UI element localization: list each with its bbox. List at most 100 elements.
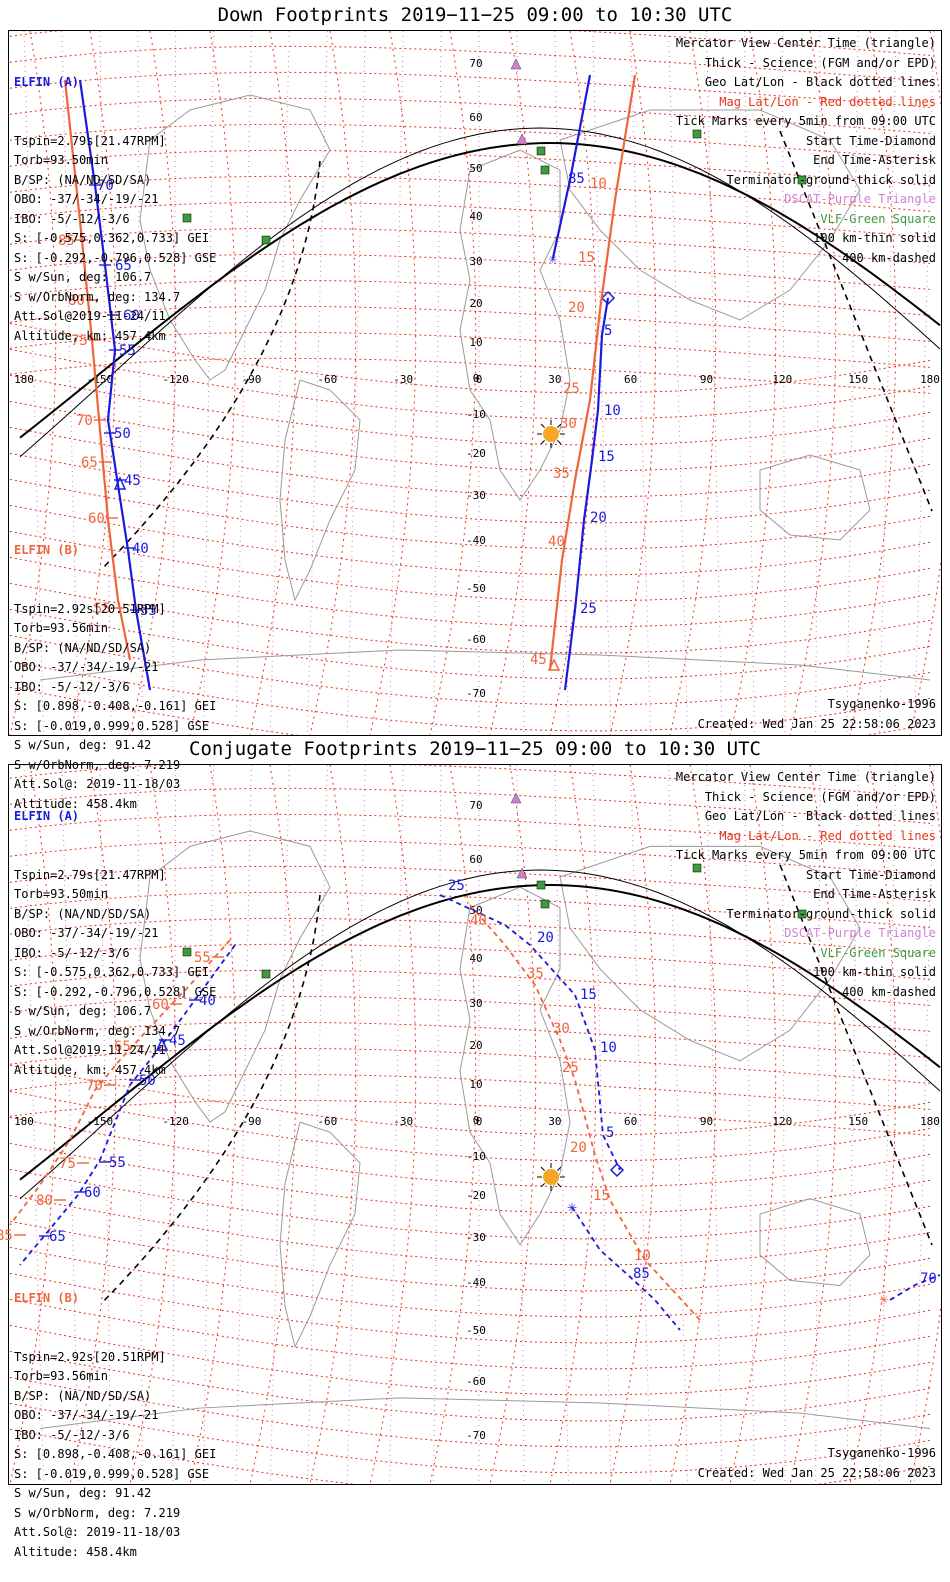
sun-ray <box>540 1183 545 1188</box>
longitude-tick-label: 180 <box>920 1115 940 1128</box>
latitude-tick-label: -70 <box>466 687 486 700</box>
mag-meridian <box>609 31 657 735</box>
sun-ray <box>540 423 545 428</box>
mag-meridian <box>309 765 357 1484</box>
latitude-tick-label: -50 <box>466 582 486 595</box>
mag-latitude-line <box>9 839 931 876</box>
dscat-triangle <box>516 867 528 879</box>
track-time-label: 15 <box>598 449 615 465</box>
track-time-label: 35 <box>527 966 544 982</box>
vlf-station-square <box>692 129 702 139</box>
mag-latitude-line <box>9 1428 931 1484</box>
mag-latitude-line <box>9 227 931 264</box>
mag-latitude-line <box>9 322 931 394</box>
vlf-station-square <box>540 165 550 175</box>
track-time-label: 40 <box>132 541 149 557</box>
track-time-label: 10 <box>604 403 621 419</box>
mag-latitude-line <box>9 253 931 290</box>
coastline <box>279 1121 361 1349</box>
mag-latitude-line <box>9 943 931 980</box>
info-line: Altitude: 458.4km <box>14 1544 137 1559</box>
info-line: Att.Sol@2019-11-24/11 <box>14 309 166 323</box>
info-line: IBO: -5/-12/-3/6 <box>14 945 130 960</box>
latitude-tick-label: 10 <box>469 336 482 349</box>
mag-latitude-line <box>9 917 931 954</box>
mag-meridian <box>549 765 597 1484</box>
info-line: OBO: -37/-34/-19/-21 <box>14 1408 159 1422</box>
mag-latitude-line <box>9 1324 931 1396</box>
track-time-label: 80 <box>68 293 85 309</box>
coastline <box>559 109 861 321</box>
longitude-tick-label: -120 <box>162 1115 189 1128</box>
panel-title-down: Down Footprints 2019−11−25 09:00 to 10:3… <box>217 4 733 26</box>
sun-icon <box>543 1169 559 1185</box>
model-label-conjugate: Tsyganenko-1996 <box>827 1446 936 1460</box>
mag-meridian <box>789 31 837 735</box>
map-content: 180 -150 -120 -90 -60 -30 0 30 60 90 120 150 180 70 60… <box>9 765 941 1484</box>
longitude-tick-label: -150 <box>87 373 114 386</box>
elfin-b-info-conjugate: ELFIN (B) Tspin=2.92s[20.51RPM] Torb=93.5… <box>14 1250 216 1582</box>
mag-latitude-line <box>9 1298 931 1370</box>
track-time-label: 85 <box>568 171 585 187</box>
mag-meridian <box>429 31 477 735</box>
info-line: IBO: -5/-12/-3/6 <box>14 679 130 694</box>
mag-meridian <box>129 31 177 735</box>
legend-item: Tick Marks every 5min from 09:00 UTC <box>675 114 936 128</box>
longitude-tick-label: 180 <box>14 373 34 386</box>
track-time-label: 10 <box>600 1040 617 1056</box>
latitude-tick-label: 40 <box>469 952 482 965</box>
track-time-label: 60 <box>84 1185 101 1201</box>
geo-meridian <box>433 765 442 1484</box>
mag-latitude-line <box>9 686 931 735</box>
dscat-triangle <box>516 133 528 145</box>
longitude-tick-label: 180 <box>14 1115 34 1128</box>
info-line: Altitude, km: 457.4km <box>14 328 166 343</box>
mag-latitude-line <box>9 357 931 394</box>
terminator-400km <box>779 864 933 1246</box>
elfin-a-info-conjugate: ELFIN (A) Tspin=2.79s[21.47RPM] Torb=93.5… <box>14 768 216 1100</box>
info-line: B/SP: (NA/ND/SD/SA) <box>14 906 152 921</box>
coastline <box>39 649 931 681</box>
info-line: S w/Sun, deg: 91.42 <box>14 738 152 752</box>
mag-latitude-line <box>9 149 931 186</box>
legend-item: Terminator-ground-thick solid <box>726 906 936 921</box>
info-line: Att.Sol@2019-11-24/11 <box>14 1043 166 1057</box>
mag-meridian <box>849 31 897 735</box>
elfin-a-down-track-west <box>78 79 152 691</box>
terminator-100km <box>19 127 941 458</box>
longitude-tick-label: 90 <box>700 1115 713 1128</box>
end-time-asterisk: ✳ <box>549 251 558 267</box>
track-time-label: 15 <box>578 250 595 266</box>
map-panel-conjugate: 180 -150 -120 -90 -60 -30 0 30 60 90 120 150 180 70 60… <box>9 765 941 1484</box>
map-content: 180 -150 -120 -90 -60 -30 0 30 60 90 120 150 180 70 60… <box>9 31 941 735</box>
sun-ray <box>557 423 562 428</box>
longitude-tick-label: 0 <box>476 1115 483 1128</box>
latitude-tick-label: 20 <box>469 1039 482 1052</box>
geo-meridian <box>269 765 290 1484</box>
mag-latitude-line <box>9 1047 931 1084</box>
info-line: IBO: -5/-12/-3/6 <box>14 211 130 226</box>
end-time-asterisk: ✳ <box>879 1289 889 1308</box>
latitude-tick-label: 70 <box>469 799 482 812</box>
info-line: S w/OrbNorm, deg: 7.219 <box>14 1505 181 1520</box>
sun-ray <box>540 440 545 445</box>
mag-meridian <box>9 31 57 735</box>
elfin-b-down-track-east <box>548 74 637 671</box>
latitude-tick-label: -20 <box>466 1189 486 1202</box>
track-time-label: 45 <box>169 1033 186 1049</box>
legend-item: Mercator View Center Time (triangle) <box>675 36 936 50</box>
track-time-label: 60 <box>88 511 105 527</box>
latitude-tick-label: 30 <box>469 255 482 268</box>
terminator-100km <box>19 869 941 1200</box>
legend-item: Terminator-ground-thick solid <box>726 172 936 187</box>
terminator-ground <box>19 141 941 439</box>
track-time-label: 65 <box>114 1039 131 1055</box>
track-time-label: 80 <box>36 1193 53 1209</box>
sun-icon <box>543 426 559 442</box>
mag-meridian <box>189 31 237 735</box>
coastline <box>459 149 571 501</box>
track-time-label: 10 <box>634 1248 651 1264</box>
coastline <box>559 845 861 1062</box>
coastline <box>759 1198 871 1287</box>
track-time-label: 65 <box>49 1229 66 1245</box>
